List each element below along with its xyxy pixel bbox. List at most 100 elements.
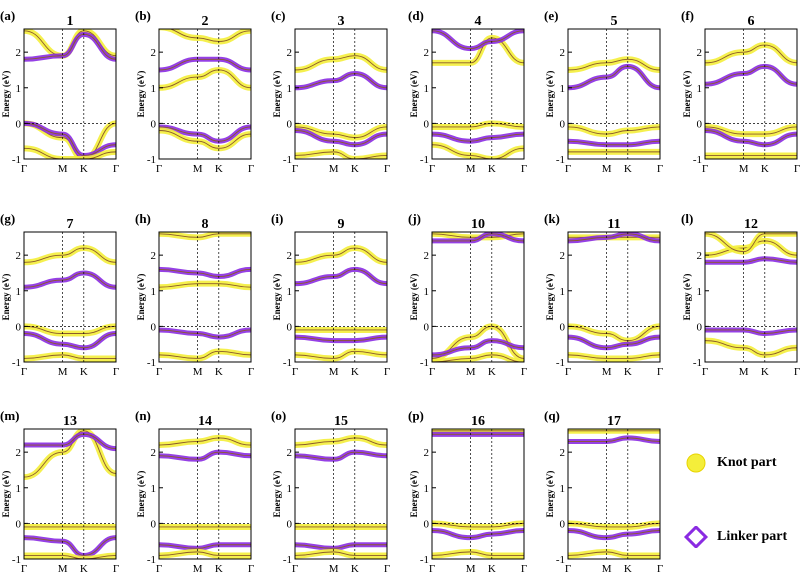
y-tick-label: -1 (12, 357, 21, 369)
band-line-2 (159, 58, 251, 71)
band-lines (432, 429, 524, 559)
band-panel-10: -1 0 1 2 Energy (eV) Γ M K Γ (j) 10 (408, 211, 527, 378)
y-tick-label: 1 (16, 286, 22, 298)
k-point-label: Γ (794, 163, 800, 175)
y-tick-label: -1 (283, 357, 292, 369)
panel-letter: (d) (408, 8, 424, 23)
band-line-4 (24, 122, 116, 156)
k-point-label: Γ (113, 163, 119, 175)
panel-letter: (l) (681, 211, 693, 226)
k-point-label: M (193, 366, 203, 378)
y-tick-label: 2 (424, 47, 430, 59)
y-tick-label: 2 (287, 47, 293, 59)
k-point-label: Γ (156, 366, 162, 378)
band-line-4 (24, 333, 116, 349)
k-point-label: Γ (429, 366, 435, 378)
y-tick-label: -1 (283, 154, 292, 166)
band-lines (568, 429, 660, 559)
band-line-2 (24, 33, 116, 60)
band-line-4 (568, 336, 660, 349)
y-axis-label: Energy (eV) (682, 71, 692, 118)
y-tick-label: 2 (697, 47, 703, 59)
band-line-2 (568, 437, 660, 442)
band-line-4 (432, 530, 524, 539)
panel-frame (567, 28, 661, 160)
band-line-5 (568, 551, 660, 556)
y-tick-label: 0 (287, 321, 293, 333)
y-tick-label: 2 (16, 47, 22, 59)
band-line-4 (159, 544, 251, 549)
band-line-5 (432, 144, 524, 159)
panel-title: 5 (611, 14, 618, 29)
band-line-3 (159, 69, 251, 89)
k-point-label: M (466, 563, 476, 575)
band-line-5 (295, 151, 387, 159)
k-point-label: M (58, 563, 68, 575)
k-point-label: Γ (21, 366, 27, 378)
y-tick-label: 1 (424, 83, 430, 95)
legend-label-knot: Knot part (717, 455, 777, 470)
panel-title: 7 (67, 217, 74, 232)
panel-letter: (g) (0, 211, 15, 226)
k-point-label: Γ (521, 366, 527, 378)
band-line-1 (295, 55, 387, 71)
band-projection-5 (295, 348, 387, 362)
band-projection-2 (295, 449, 387, 462)
band-line-3 (295, 126, 387, 139)
panel-letter: (m) (0, 408, 20, 423)
band-projection-2 (159, 56, 251, 73)
y-tick-label: 2 (560, 47, 566, 59)
band-panel-14: -1 0 1 2 Energy (eV) Γ M K Γ (n) 14 (135, 408, 254, 575)
k-point-label: Γ (384, 163, 390, 175)
panel-frame (23, 231, 117, 363)
band-panel-8: -1 0 1 2 Energy (eV) Γ M K Γ (h) 8 (135, 211, 254, 378)
band-projection-3 (24, 323, 116, 337)
k-point-label: Γ (429, 563, 435, 575)
k-point-label: Γ (521, 163, 527, 175)
y-tick-label: 1 (287, 483, 293, 495)
band-lines (432, 29, 524, 159)
panel-letter: (f) (681, 8, 694, 23)
k-point-label: K (351, 366, 359, 378)
panel-frame (431, 28, 525, 160)
band-line-5 (432, 551, 524, 556)
k-point-label: Γ (248, 163, 254, 175)
k-point-label: K (351, 563, 359, 575)
y-tick-label: 0 (424, 118, 430, 130)
band-line-3 (705, 233, 797, 253)
k-point-label: M (466, 366, 476, 378)
y-tick-label: 2 (560, 447, 566, 459)
y-tick-label: 0 (287, 518, 293, 530)
band-panel-16: -1 0 1 2 Energy (eV) Γ M K Γ (p) 16 (408, 408, 527, 575)
y-tick-label: 0 (697, 118, 703, 130)
band-line-4 (159, 329, 251, 338)
y-tick-label: 2 (16, 447, 22, 459)
y-tick-label: 2 (287, 447, 293, 459)
panel-letter: (a) (0, 8, 15, 23)
band-line-1 (159, 233, 251, 238)
panel-frame (704, 28, 798, 160)
band-panel-7: -1 0 1 2 Energy (eV) Γ M K Γ (g) 7 (0, 211, 119, 378)
band-lines (705, 232, 797, 358)
y-tick-label: 0 (16, 118, 22, 130)
band-line-3 (705, 126, 797, 135)
band-panel-3: -1 0 1 2 Energy (eV) Γ M K Γ (c) 3 (271, 8, 390, 175)
band-line-5 (159, 350, 251, 359)
k-point-label: K (624, 563, 632, 575)
k-point-label: K (761, 163, 769, 175)
band-line-2 (159, 451, 251, 460)
panel-letter: (n) (135, 408, 151, 423)
y-tick-label: -1 (420, 154, 429, 166)
y-tick-label: 0 (16, 321, 22, 333)
k-point-label: Γ (521, 563, 527, 575)
y-tick-label: 1 (424, 483, 430, 495)
band-projection-1 (432, 34, 524, 66)
k-point-label: K (624, 366, 632, 378)
k-point-label: M (193, 163, 203, 175)
y-tick-label: 2 (697, 250, 703, 262)
k-point-label: Γ (565, 563, 571, 575)
band-line-4 (705, 130, 797, 146)
y-tick-label: 1 (16, 83, 22, 95)
k-point-label: Γ (384, 366, 390, 378)
band-line-1 (24, 247, 116, 263)
